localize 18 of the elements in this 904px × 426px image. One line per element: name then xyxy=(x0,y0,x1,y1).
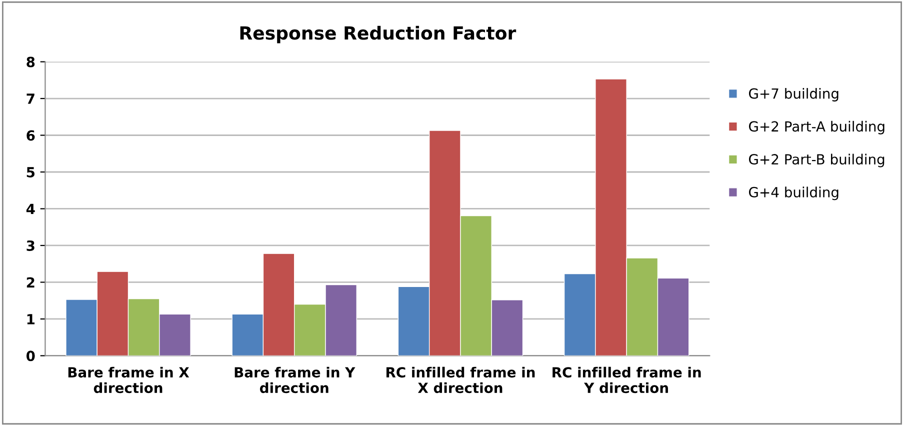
x-tick-label: RC infilled frame in Y direction xyxy=(552,366,701,394)
legend-label: G+4 building xyxy=(749,186,838,200)
y-tick-label: 6 xyxy=(26,130,35,141)
y-tick-label: 1 xyxy=(27,314,35,324)
legend-label: G+2 Part-A building xyxy=(749,120,884,134)
legend-label: G+2 Part-B building xyxy=(749,154,884,168)
y-tick-label: 5 xyxy=(26,167,35,178)
y-tick-label: 3 xyxy=(26,240,34,251)
x-tick-label: Bare frame in X direction xyxy=(68,366,190,394)
legend-label: G+7 building xyxy=(749,88,838,102)
y-tick-label: 0 xyxy=(26,350,35,362)
y-tick-label: 2 xyxy=(26,277,34,288)
chart-title: Response Reduction Factor xyxy=(240,26,516,44)
y-tick-label: 8 xyxy=(26,56,35,68)
y-tick-label: 7 xyxy=(26,94,34,104)
x-tick-label: Bare frame in Y direction xyxy=(234,366,356,394)
y-tick-label: 4 xyxy=(26,204,35,214)
x-tick-label: RC infilled frame in X direction xyxy=(386,366,535,394)
